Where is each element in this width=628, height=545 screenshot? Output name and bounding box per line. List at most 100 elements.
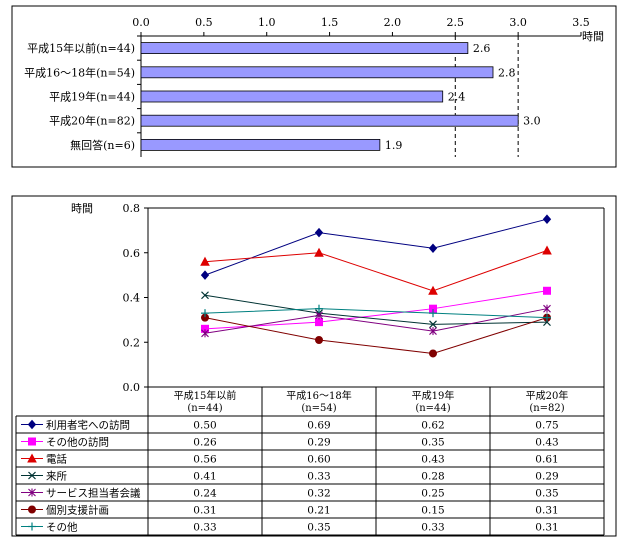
- table-cell-value: 0.29: [307, 437, 330, 449]
- table-cell-value: 0.43: [535, 437, 558, 449]
- bar-value-label: 2.6: [473, 42, 491, 55]
- series-point: [542, 214, 552, 224]
- legend-series-name: 電話: [46, 453, 67, 466]
- series-point: [429, 327, 437, 336]
- bar-value-label: 3.0: [523, 115, 541, 128]
- table-cell-value: 0.24: [193, 488, 217, 500]
- legend-swatch-marker: [28, 488, 36, 497]
- table-cell-value: 0.33: [421, 522, 444, 534]
- series-point: [428, 285, 438, 295]
- series-point: [201, 309, 209, 318]
- line-category-label: 平成16〜18年: [286, 389, 351, 402]
- table-cell-value: 0.29: [535, 471, 558, 483]
- line-category-label: 平成20年: [526, 389, 569, 402]
- table-cell-value: 0.75: [535, 420, 558, 432]
- legend-swatch-marker: [28, 437, 36, 446]
- table-cell-value: 0.32: [307, 488, 330, 500]
- legend-series-name: その他の訪問: [46, 436, 109, 449]
- bar-category-label: 平成20年(n=82): [49, 114, 135, 128]
- table-cell-value: 0.21: [307, 505, 330, 517]
- series-line: [204, 290, 548, 330]
- series-group: [201, 313, 551, 358]
- bar-xtick-label: 0.5: [195, 16, 213, 29]
- table-cell-value: 0.60: [307, 454, 330, 466]
- bar-xtick-label: 3.0: [509, 16, 527, 29]
- table-cell-value: 0.33: [193, 522, 216, 534]
- series-point: [200, 256, 210, 266]
- line-category-n: (n=82): [529, 403, 564, 414]
- series-point: [543, 313, 551, 322]
- table-cell-value: 0.69: [307, 420, 330, 432]
- series-line: [204, 218, 548, 276]
- line-ytick-label: 0.2: [123, 336, 141, 349]
- table-cell-value: 0.35: [307, 522, 330, 534]
- legend-swatch-marker: [28, 522, 36, 531]
- table-cell-value: 0.62: [421, 420, 444, 432]
- series-point: [428, 243, 438, 254]
- series-point: [429, 349, 437, 358]
- bar-chart-frame: [11, 5, 617, 168]
- table-cell-value: 0.26: [193, 437, 217, 449]
- line-category-n: (n=54): [301, 403, 336, 414]
- line-ytick-label: 0.8: [123, 202, 141, 215]
- bar-category-label: 無回答(n=6): [70, 138, 135, 152]
- bar-xtick-label: 1.5: [321, 16, 339, 29]
- bar: [140, 114, 519, 127]
- series-point: [201, 291, 209, 300]
- table-cell-value: 0.25: [421, 488, 444, 500]
- legend-series-name: 個別支援計画: [46, 504, 109, 517]
- series-line: [204, 250, 548, 292]
- legend-series-name: サービス担当者会議: [46, 487, 141, 500]
- line-chart-frame: [11, 195, 617, 537]
- series-line: [204, 308, 548, 334]
- line-chart-ylabel: 時間: [71, 202, 93, 215]
- table-cell-value: 0.56: [193, 454, 217, 466]
- series-point: [429, 309, 437, 318]
- table-cell-value: 0.33: [307, 471, 330, 483]
- table-cell-value: 0.61: [535, 454, 558, 466]
- series-line: [204, 317, 548, 354]
- series-point-stroke: [201, 291, 209, 300]
- line-category-n: (n=44): [415, 403, 450, 414]
- series-point: [315, 304, 323, 313]
- legend-swatch-marker: [27, 419, 37, 430]
- bar-xtick-label: 2.0: [384, 16, 402, 29]
- series-point: [201, 329, 209, 338]
- bar-value-label: 1.9: [385, 139, 403, 152]
- table-cell-value: 0.31: [193, 505, 216, 517]
- bar: [140, 42, 469, 54]
- line-ytick-label: 0.4: [123, 292, 141, 305]
- bar-xtick-label: 2.5: [447, 16, 465, 29]
- series-point: [315, 311, 323, 320]
- series-group: [201, 291, 551, 329]
- series-group: [200, 245, 552, 295]
- bar: [140, 66, 494, 79]
- table-cell-value: 0.50: [193, 420, 216, 432]
- series-point: [542, 245, 552, 255]
- table-cell-value: 0.43: [421, 454, 444, 466]
- bar-category-label: 平成16〜18年(n=54): [24, 65, 135, 79]
- table-cell-value: 0.35: [421, 437, 444, 449]
- line-ytick-label: 0.6: [123, 247, 141, 260]
- bar-chart: 0.0 0.5 1.0 1.5 2.0 2.5 3.0 3.5 平成15年以前(n=44) 2.6…: [24, 16, 590, 157]
- bar: [140, 138, 381, 151]
- line-chart: 0.00.20.40.60.8平成15年以前(n=44)平成16〜18年(n=5…: [15, 202, 605, 536]
- series-point: [543, 304, 551, 313]
- legend-swatch-marker: [27, 453, 37, 463]
- bar-category-label: 平成19年(n=44): [49, 90, 135, 104]
- bar-category-label: 平成15年以前(n=44): [27, 41, 135, 55]
- legend-swatch-marker-stroke: [28, 471, 36, 480]
- line-category-label: 平成19年: [412, 389, 455, 402]
- series-group: [200, 214, 552, 280]
- table-cell-value: 0.28: [421, 471, 444, 483]
- line-category-label: 平成15年以前: [174, 389, 237, 402]
- legend-series-name: 来所: [46, 471, 67, 483]
- bar: [140, 90, 444, 103]
- bar-xtick-label: 0.0: [132, 16, 150, 29]
- series-point: [543, 286, 551, 295]
- series-point: [314, 247, 324, 257]
- bar-xtick-label: 3.5: [572, 16, 590, 29]
- series-group: [201, 304, 551, 322]
- table-cell-value: 0.31: [535, 522, 558, 534]
